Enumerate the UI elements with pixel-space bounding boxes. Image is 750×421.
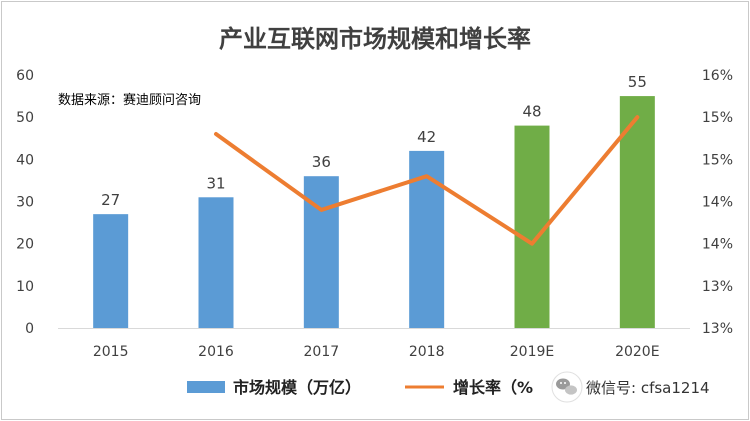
right-axis: 13% 13% 14% 14% 15% 15% 16%	[702, 68, 733, 337]
bar-value-label: 36	[312, 153, 331, 171]
legend-swatch-bars	[187, 381, 225, 393]
bar-value-label: 27	[101, 191, 120, 209]
right-tick-label: 14%	[702, 237, 733, 253]
x-tick-label: 2019E	[510, 344, 554, 360]
bar-value-label: 42	[417, 128, 436, 146]
bar	[619, 96, 655, 328]
right-tick-label: 15%	[702, 110, 733, 126]
right-tick-label: 15%	[702, 152, 733, 168]
x-tick-label: 2020E	[615, 344, 659, 360]
left-tick-label: 20	[16, 237, 34, 253]
right-tick-label: 13%	[702, 279, 733, 295]
watermark: 微信号: cfsa1214	[551, 371, 710, 403]
bar-value-label: 48	[522, 103, 541, 121]
left-tick-label: 40	[16, 152, 34, 168]
bar	[93, 214, 129, 328]
bar-data-labels: 27 31 36 42 48 55	[101, 73, 647, 209]
bar-value-label: 31	[206, 174, 225, 192]
chart-title: 产业互联网市场规模和增长率	[219, 24, 531, 53]
left-axis: 0 10 20 30 40 50 60	[16, 68, 34, 337]
bar-series	[93, 96, 655, 328]
legend: 市场规模（万亿） 增长率（%	[187, 378, 533, 397]
data-source-note: 数据来源：赛迪顾问咨询	[58, 92, 201, 108]
x-tick-label: 2018	[409, 344, 445, 360]
x-axis: 2015 2016 2017 2018 2019E 2020E	[93, 344, 660, 360]
watermark-text: 微信号: cfsa1214	[586, 379, 710, 397]
line-series	[214, 115, 640, 246]
right-tick-label: 16%	[702, 68, 733, 84]
right-tick-label: 14%	[702, 195, 733, 211]
x-tick-label: 2015	[93, 344, 129, 360]
left-tick-label: 50	[16, 110, 34, 126]
legend-label-line: 增长率（%	[453, 378, 533, 397]
left-tick-label: 0	[25, 321, 34, 337]
left-tick-label: 10	[16, 279, 34, 295]
left-tick-label: 30	[16, 195, 34, 211]
x-tick-label: 2016	[198, 344, 234, 360]
left-tick-label: 60	[16, 68, 34, 84]
x-tick-label: 2017	[304, 344, 340, 360]
wechat-icon	[551, 371, 583, 403]
right-tick-label: 13%	[702, 321, 733, 337]
bar-value-label: 55	[628, 73, 647, 91]
bar	[198, 197, 234, 328]
legend-label-bars: 市场规模（万亿）	[233, 378, 361, 397]
